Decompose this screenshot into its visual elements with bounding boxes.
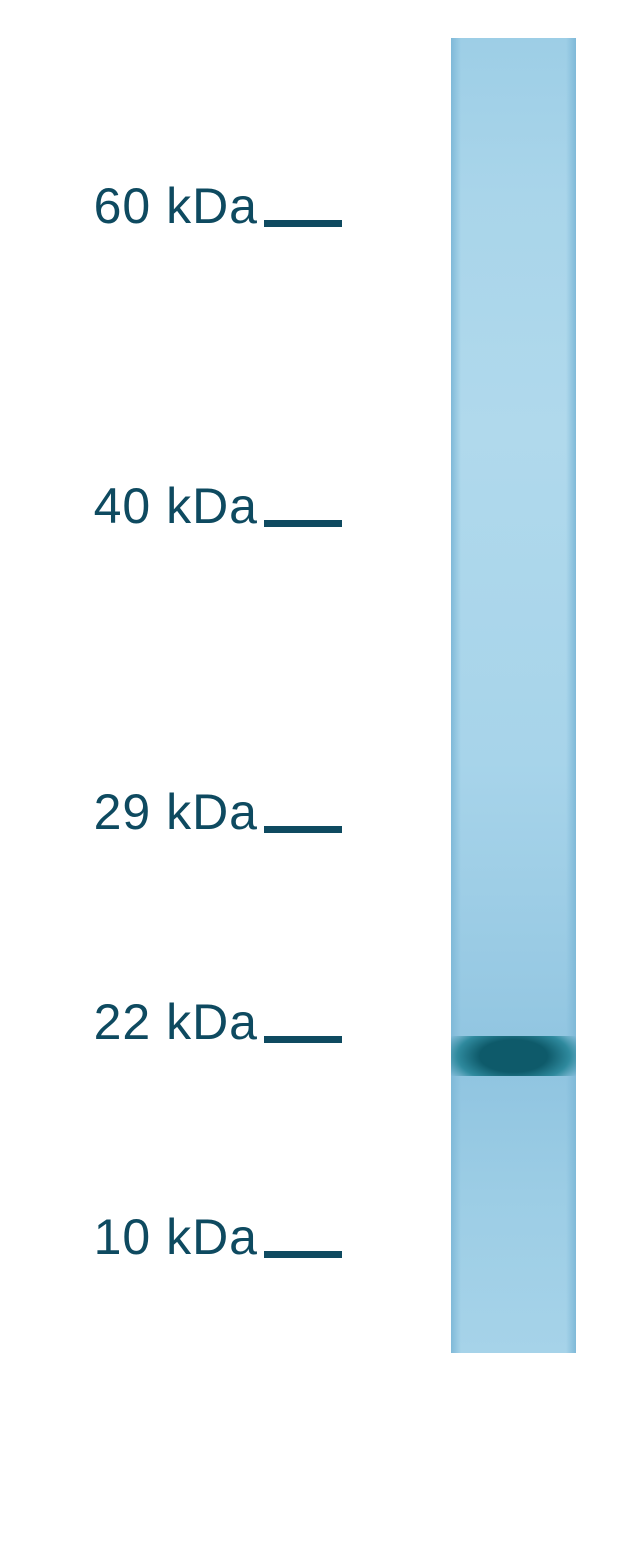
mw-marker-row: 10 kDa [0, 1208, 342, 1266]
mw-marker-label: 22 kDa [0, 993, 258, 1051]
mw-marker-tick [264, 520, 342, 527]
western-blot-figure: 60 kDa 40 kDa 29 kDa 22 kDa 10 kDa [0, 0, 640, 1557]
gel-lane [451, 38, 576, 1353]
mw-marker-label: 29 kDa [0, 783, 258, 841]
mw-marker-row: 60 kDa [0, 177, 342, 235]
mw-marker-row: 40 kDa [0, 477, 342, 535]
gel-band [451, 1036, 576, 1076]
mw-marker-tick [264, 826, 342, 833]
mw-marker-tick [264, 1251, 342, 1258]
mw-marker-label: 40 kDa [0, 477, 258, 535]
mw-marker-row: 29 kDa [0, 783, 342, 841]
mw-marker-label: 10 kDa [0, 1208, 258, 1266]
mw-marker-tick [264, 1036, 342, 1043]
mw-marker-row: 22 kDa [0, 993, 342, 1051]
mw-marker-tick [264, 220, 342, 227]
mw-marker-label: 60 kDa [0, 177, 258, 235]
